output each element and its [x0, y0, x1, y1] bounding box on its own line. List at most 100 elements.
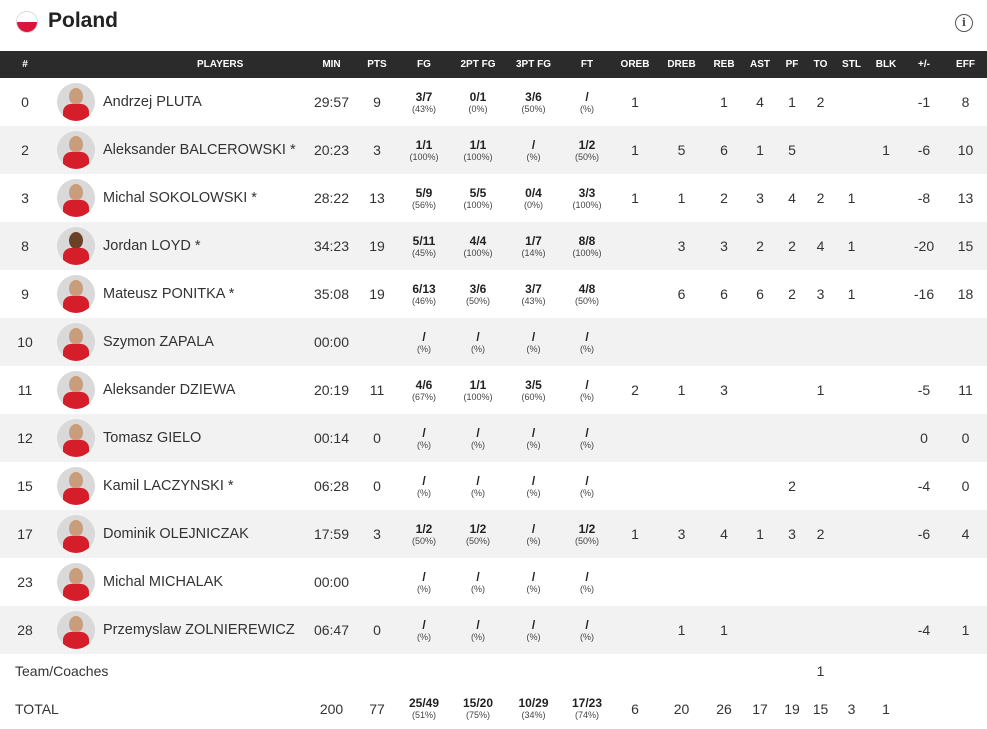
col-header-ast[interactable]: AST — [750, 59, 770, 70]
player-name[interactable]: Mateusz PONITKA * — [103, 286, 235, 302]
col-header-players[interactable]: PLAYERS — [197, 59, 244, 70]
player-row[interactable]: 9 Mateusz PONITKA * 35:08 19 6/13 (46%) 3/6 (50… — [0, 270, 987, 318]
player-name[interactable]: Aleksander DZIEWA — [103, 382, 236, 398]
total-to: 15 — [812, 700, 829, 717]
player-cell[interactable]: Kamil LACZYNSKI * — [50, 462, 308, 510]
player-row[interactable]: 8 Jordan LOYD * 34:23 19 5/11 (45%) 4/4 (100%) 1… — [0, 222, 987, 270]
info-icon[interactable]: i — [955, 14, 973, 32]
stat-fg2: 1/2 (50%) — [465, 521, 490, 546]
player-avatar — [57, 275, 95, 313]
stat-ast: 1 — [756, 142, 764, 158]
stat-dreb — [656, 318, 707, 366]
stat-blk — [867, 174, 905, 222]
stat-to — [805, 126, 836, 174]
player-cell[interactable]: Jordan LOYD * — [50, 222, 308, 270]
player-row[interactable]: 0 Andrzej PLUTA 29:57 9 3/7 (43%) 0/1 (0%) 3/6 (5… — [0, 78, 987, 126]
total-oreb: 6 — [631, 700, 639, 717]
player-cell[interactable]: Tomasz GIELO — [50, 414, 308, 462]
player-row[interactable]: 10 Szymon ZAPALA 00:00 /(%) / (%) / (%) / (%) — [0, 318, 987, 366]
player-row[interactable]: 11 Aleksander DZIEWA 20:19 11 4/6 (67%) 1/1 (10… — [0, 366, 987, 414]
player-cell[interactable]: Dominik OLEJNICZAK — [50, 510, 308, 558]
col-header-stl[interactable]: STL — [842, 59, 861, 70]
col-header-min[interactable]: MIN — [322, 59, 341, 70]
stat-to: 1 — [816, 382, 825, 398]
col-header-eff[interactable]: EFF — [956, 59, 975, 70]
player-cell[interactable]: Michal SOKOLOWSKI * — [50, 174, 308, 222]
col-header-pf[interactable]: PF — [785, 59, 799, 70]
col-header-blk[interactable]: BLK — [875, 59, 897, 70]
stat-dreb — [656, 558, 707, 606]
player-row[interactable]: 23 Michal MICHALAK 00:00 /(%) / (%) / (%) / (%) — [0, 558, 987, 606]
player-cell[interactable]: Aleksander BALCEROWSKI * — [50, 126, 308, 174]
player-name[interactable]: Aleksander BALCEROWSKI * — [103, 142, 296, 158]
col-header-2pt-fg[interactable]: 2PT FG — [460, 59, 496, 70]
col-header-pts[interactable]: PTS — [367, 59, 387, 70]
player-name[interactable]: Michal SOKOLOWSKI * — [103, 190, 257, 206]
stat-fg: / (%) — [417, 473, 431, 498]
player-name[interactable]: Przemyslaw ZOLNIEREWICZ — [103, 622, 295, 638]
col-header-reb[interactable]: REB — [713, 59, 735, 70]
total-ast: 17 — [752, 700, 768, 717]
total-ft: 17/23 (74%) — [571, 696, 603, 720]
jersey-number: 28 — [17, 622, 33, 638]
total-label: TOTAL — [15, 700, 59, 717]
player-row[interactable]: 17 Dominik OLEJNICZAK 17:59 3 1/2 (50%) 1/2 (50… — [0, 510, 987, 558]
stat-min: 20:19 — [313, 382, 350, 398]
player-row[interactable]: 12 Tomasz GIELO 00:14 0 /(%) / (%) / (%) / (%) 0 0 — [0, 414, 987, 462]
jersey-number: 8 — [21, 238, 29, 254]
stat-ast — [741, 606, 779, 654]
player-name[interactable]: Jordan LOYD * — [103, 238, 201, 254]
player-cell[interactable]: Andrzej PLUTA — [50, 78, 308, 126]
stat-pf: 4 — [788, 190, 796, 206]
stat-blk — [867, 366, 905, 414]
player-cell[interactable]: Mateusz PONITKA * — [50, 270, 308, 318]
col-header-to[interactable]: TO — [813, 59, 828, 70]
stat-eff: 18 — [957, 286, 974, 302]
stat-oreb: 2 — [631, 382, 639, 398]
player-name[interactable]: Kamil LACZYNSKI * — [103, 478, 234, 494]
stat-fg2: 1/1 (100%) — [463, 137, 493, 162]
jersey-number: 11 — [17, 382, 33, 398]
player-row[interactable]: 28 Przemyslaw ZOLNIEREWICZ 06:47 0 /(%) / (%) /… — [0, 606, 987, 654]
player-avatar — [57, 323, 95, 361]
player-name[interactable]: Andrzej PLUTA — [103, 94, 202, 110]
player-name[interactable]: Szymon ZAPALA — [103, 334, 214, 350]
player-name[interactable]: Dominik OLEJNICZAK — [103, 526, 249, 542]
player-cell[interactable]: Michal MICHALAK — [50, 558, 308, 606]
stat-eff: 0 — [961, 430, 970, 446]
total-dreb: 20 — [673, 700, 690, 717]
col-header-dreb[interactable]: DREB — [667, 59, 696, 70]
stat-fg: 3/7 (43%) — [411, 89, 436, 114]
table-header-row: # PLAYERS MIN PTS FG 2PT FG 3PT FG FT OR… — [0, 51, 987, 78]
player-row[interactable]: 3 Michal SOKOLOWSKI * 28:22 13 5/9 (56%) 5/5 (1… — [0, 174, 987, 222]
stat-reb: 4 — [720, 526, 728, 542]
stat-stl — [836, 558, 867, 606]
stat-pts — [355, 558, 399, 606]
stat-pf — [779, 414, 805, 462]
player-name[interactable]: Michal MICHALAK — [103, 574, 224, 590]
col-header-number[interactable]: # — [22, 59, 28, 70]
player-cell[interactable]: Szymon ZAPALA — [50, 318, 308, 366]
col-header-3pt-fg[interactable]: 3PT FG — [515, 59, 551, 70]
player-cell[interactable]: Przemyslaw ZOLNIEREWICZ — [50, 606, 308, 654]
col-header-plus-minus[interactable]: +/- — [918, 59, 930, 70]
player-row[interactable]: 2 Aleksander BALCEROWSKI * 20:23 3 1/1 (100%)… — [0, 126, 987, 174]
stat-pf — [779, 366, 805, 414]
stat-ft: / (%) — [580, 425, 594, 450]
player-row[interactable]: 15 Kamil LACZYNSKI * 06:28 0 /(%) / (%) / (%) / (%… — [0, 462, 987, 510]
stat-pf: 3 — [788, 526, 796, 542]
col-header-fg[interactable]: FG — [417, 59, 431, 70]
player-cell[interactable]: Aleksander DZIEWA — [50, 366, 308, 414]
col-header-oreb[interactable]: OREB — [620, 59, 650, 70]
col-header-ft[interactable]: FT — [580, 59, 594, 70]
stat-to: 2 — [816, 526, 825, 542]
stat-dreb: 6 — [677, 286, 686, 302]
team-coaches-to: 1 — [816, 663, 825, 679]
jersey-number: 15 — [17, 478, 33, 494]
player-name[interactable]: Tomasz GIELO — [103, 430, 202, 446]
team-name: Poland — [48, 9, 119, 32]
stat-to: 2 — [816, 94, 825, 110]
stat-eff — [943, 318, 987, 366]
stat-fg3: 3/5 (60%) — [521, 377, 546, 402]
stat-pm: -4 — [917, 622, 931, 638]
